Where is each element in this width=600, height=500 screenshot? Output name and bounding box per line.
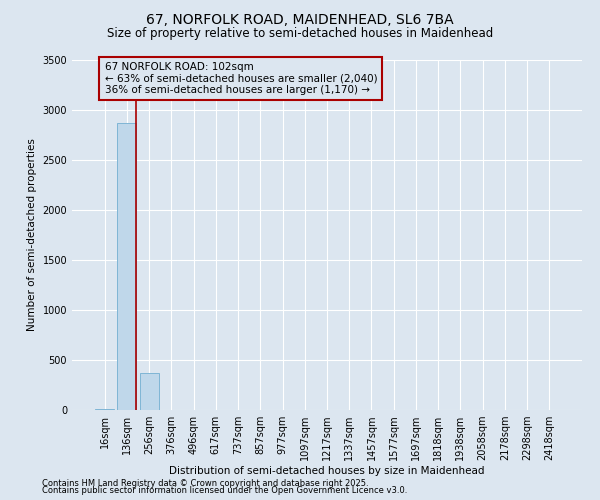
Bar: [95, 409, 114, 410]
Text: Contains HM Land Registry data © Crown copyright and database right 2025.: Contains HM Land Registry data © Crown c…: [42, 478, 368, 488]
Bar: [118, 123, 136, 410]
X-axis label: Distribution of semi-detached houses by size in Maidenhead: Distribution of semi-detached houses by …: [169, 466, 485, 476]
Text: Size of property relative to semi-detached houses in Maidenhead: Size of property relative to semi-detach…: [107, 28, 493, 40]
Y-axis label: Number of semi-detached properties: Number of semi-detached properties: [27, 138, 37, 332]
Text: Contains public sector information licensed under the Open Government Licence v3: Contains public sector information licen…: [42, 486, 407, 495]
Text: 67, NORFOLK ROAD, MAIDENHEAD, SL6 7BA: 67, NORFOLK ROAD, MAIDENHEAD, SL6 7BA: [146, 12, 454, 26]
Bar: [140, 373, 158, 410]
Text: 67 NORFOLK ROAD: 102sqm
← 63% of semi-detached houses are smaller (2,040)
36% of: 67 NORFOLK ROAD: 102sqm ← 63% of semi-de…: [104, 62, 377, 95]
